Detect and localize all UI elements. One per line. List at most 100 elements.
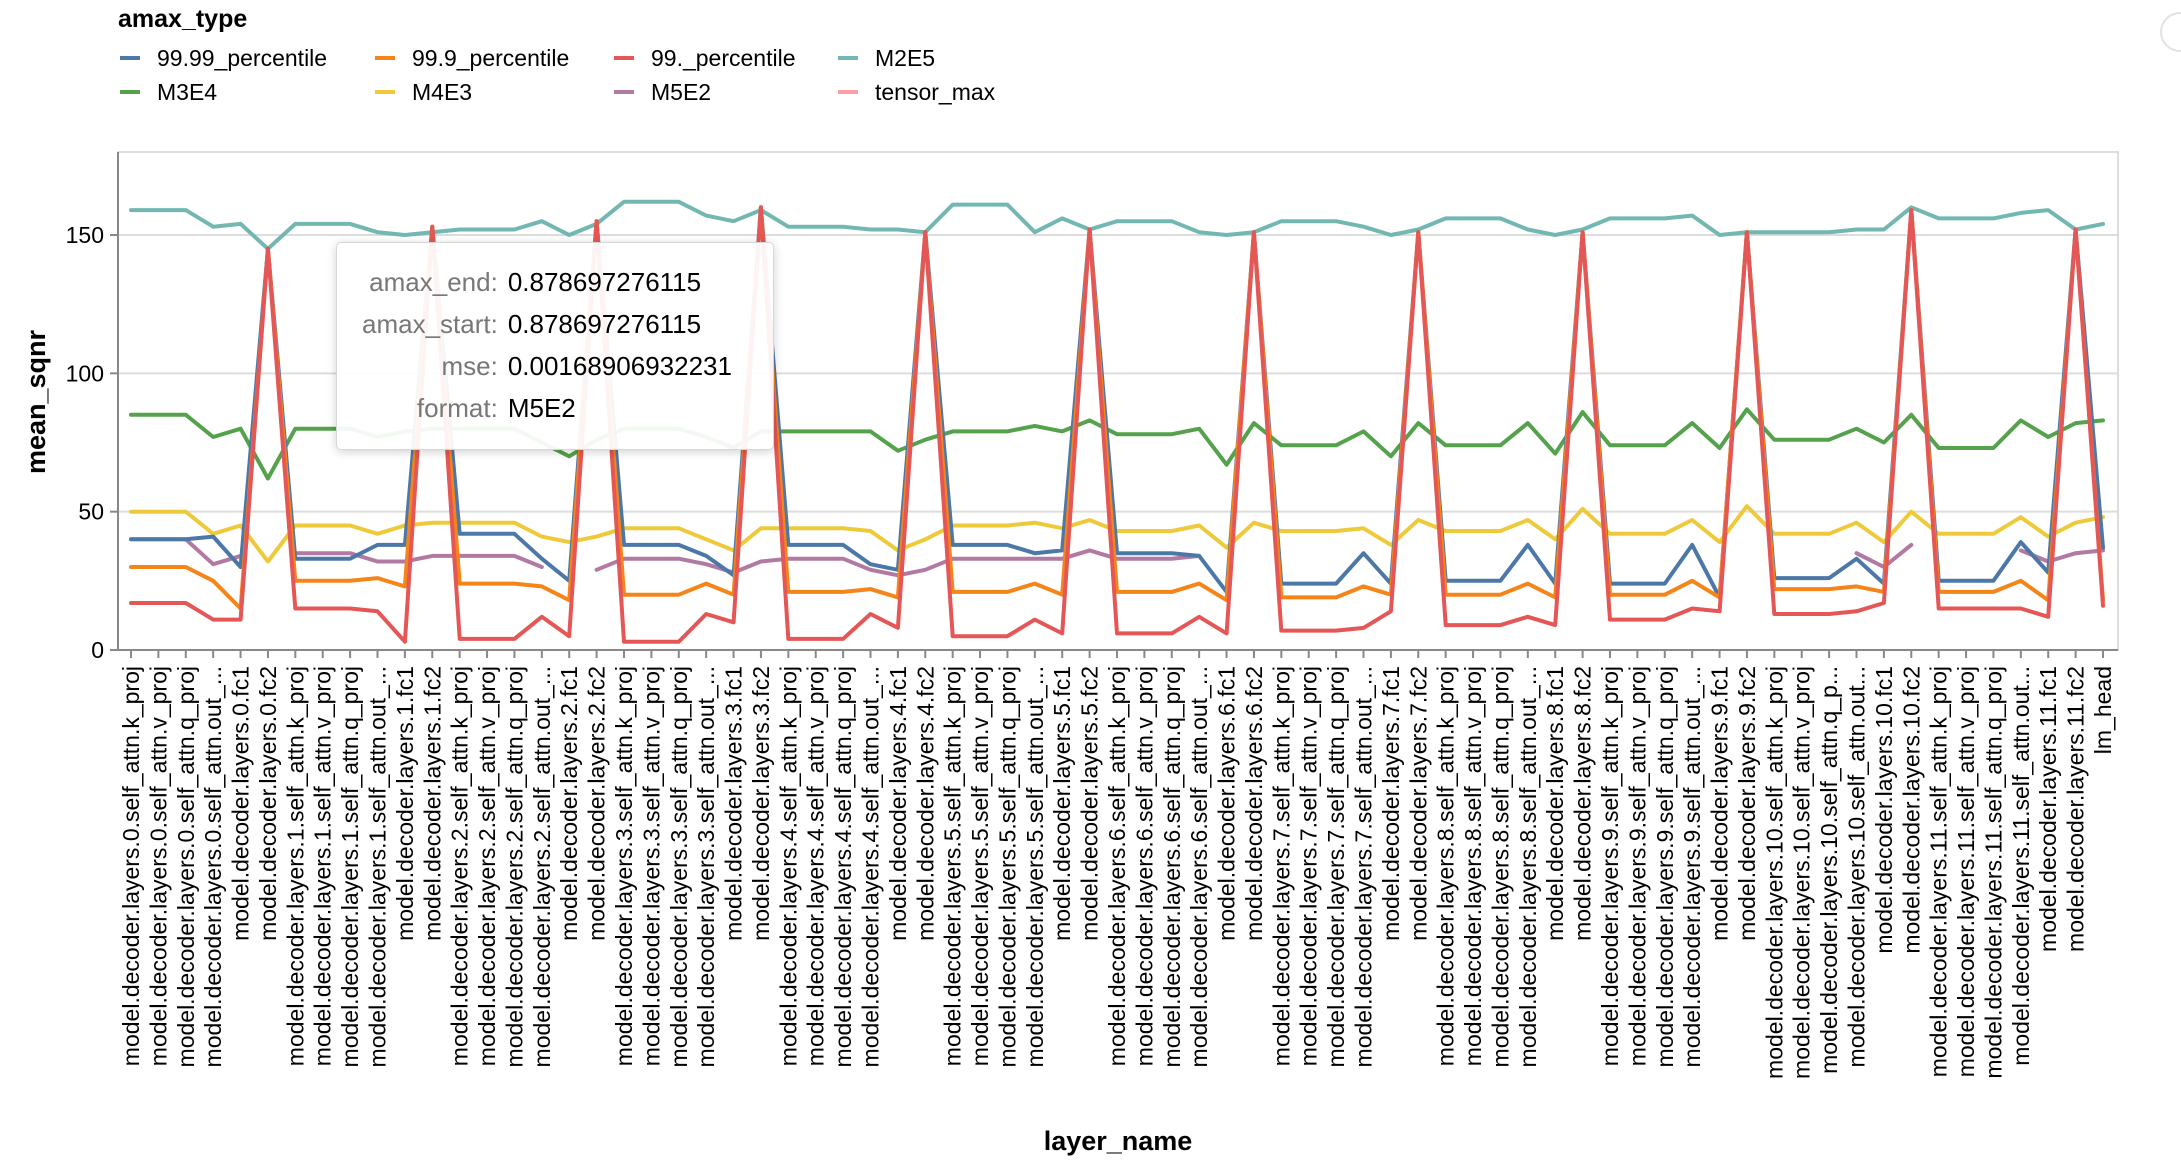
tooltip-key-mse: mse: (441, 351, 498, 381)
tooltip-value-format: M5E2 (507, 393, 576, 423)
y-tick-label: 0 (91, 637, 104, 663)
x-tick-label: model.decoder.layers.1.self_attn.v_proj (310, 666, 336, 1066)
x-tick-label: model.decoder.layers.8.self_attn.v_proj (1460, 666, 1486, 1066)
x-tick-label: model.decoder.layers.7.fc1 (1378, 666, 1404, 941)
x-tick-label: model.decoder.layers.6.self_attn.q_proj (1159, 666, 1185, 1067)
tooltip-value-amax-start: 0.878697276115 (507, 309, 702, 339)
x-tick-label: model.decoder.layers.7.self_attn.v_proj (1296, 666, 1322, 1066)
x-tick-label: model.decoder.layers.3.fc1 (721, 666, 747, 941)
x-tick-label: model.decoder.layers.8.fc2 (1570, 666, 1596, 941)
x-tick-label: model.decoder.layers.11.self_attn.out... (2008, 666, 2034, 1066)
legend-item[interactable]: M4E3 (375, 79, 472, 105)
series-line[interactable] (129, 205, 2105, 644)
legend-label: 99._percentile (651, 45, 796, 71)
x-tick-label: model.decoder.layers.1.self_attn.k_proj (282, 666, 308, 1066)
x-tick-label: model.decoder.layers.3.self_attn.q_proj (666, 666, 692, 1067)
x-tick-label: model.decoder.layers.1.self_attn.q_proj (337, 666, 363, 1067)
x-tick-label: model.decoder.layers.4.fc1 (885, 666, 911, 941)
x-axis-title: layer_name (1044, 1126, 1193, 1156)
x-tick-label: model.decoder.layers.0.fc2 (255, 666, 281, 941)
legend-label: 99.9_percentile (412, 45, 569, 71)
legend-label: M3E4 (157, 79, 217, 105)
x-tick-label: model.decoder.layers.11.self_attn.q_proj (1980, 666, 2006, 1079)
y-tick-label: 50 (78, 499, 104, 525)
x-tick-label: model.decoder.layers.5.fc1 (1049, 666, 1075, 941)
x-tick-label: model.decoder.layers.3.self_attn.v_proj (638, 666, 664, 1066)
x-tick-label: model.decoder.layers.2.fc2 (584, 666, 610, 941)
x-tick-label: model.decoder.layers.9.fc2 (1734, 666, 1760, 941)
x-tick-label: model.decoder.layers.10.self_attn.out... (1844, 666, 1870, 1067)
tooltip-key-format: format: (416, 393, 498, 423)
x-tick-label: model.decoder.layers.3.self_attn.k_proj (611, 666, 637, 1066)
x-tick-label: model.decoder.layers.5.self_attn.k_proj (940, 666, 966, 1066)
x-tick-label: model.decoder.layers.8.self_attn.k_proj (1433, 666, 1459, 1066)
legend-label: M5E2 (651, 79, 711, 105)
tooltip-key-amax-end: amax_end: (369, 267, 498, 297)
x-tick-label: model.decoder.layers.10.self_attn.v_proj (1789, 666, 1815, 1079)
x-tick-label: model.decoder.layers.4.self_attn.out_... (858, 666, 884, 1067)
x-tick-label: model.decoder.layers.7.self_attn.k_proj (1268, 666, 1294, 1066)
x-tick-label: model.decoder.layers.8.self_attn.q_proj (1487, 666, 1513, 1067)
x-tick-label: model.decoder.layers.5.self_attn.q_proj (994, 666, 1020, 1067)
x-tick-label: model.decoder.layers.11.fc1 (2035, 666, 2061, 952)
x-tick-label: model.decoder.layers.5.self_attn.v_proj (967, 666, 993, 1066)
legend-item[interactable]: 99.99_percentile (120, 45, 327, 71)
x-tick-label: lm_head (2090, 666, 2116, 754)
x-tick-label: model.decoder.layers.11.fc2 (2063, 666, 2089, 952)
x-tick-label: model.decoder.layers.2.self_attn.q_proj (501, 666, 527, 1067)
x-tick-label: model.decoder.layers.4.self_attn.k_proj (775, 666, 801, 1066)
x-tick-label: model.decoder.layers.11.self_attn.v_proj (1953, 666, 1979, 1077)
legend-item[interactable]: tensor_max (838, 79, 996, 105)
x-tick-label: model.decoder.layers.9.fc1 (1707, 666, 1733, 941)
x-tick-label: model.decoder.layers.6.fc2 (1241, 666, 1267, 941)
x-tick-label: model.decoder.layers.9.self_attn.q_proj (1652, 666, 1678, 1067)
tooltip-value-mse: 0.00168906932231 (507, 351, 732, 381)
x-tick-label: model.decoder.layers.2.fc1 (556, 666, 582, 941)
series-line[interactable] (129, 199, 2105, 251)
series-line[interactable] (129, 537, 243, 567)
x-tick-label: model.decoder.layers.0.self_attn.k_proj (118, 666, 144, 1066)
x-tick-label: model.decoder.layers.2.self_attn.out_... (529, 666, 555, 1067)
series-99._percentile (129, 205, 2105, 644)
x-tick-label: model.decoder.layers.5.self_attn.out_... (1022, 666, 1048, 1067)
x-tick-label: model.decoder.layers.1.self_attn.out_... (365, 666, 391, 1067)
x-tick-label: model.decoder.layers.4.fc2 (912, 666, 938, 941)
legend-item[interactable]: 99.9_percentile (375, 45, 569, 71)
x-tick-label: model.decoder.layers.4.self_attn.v_proj (803, 666, 829, 1066)
x-tick-label: model.decoder.layers.2.self_attn.v_proj (474, 666, 500, 1066)
legend-item[interactable]: M3E4 (120, 79, 217, 105)
x-tick-label: model.decoder.layers.1.fc1 (392, 666, 418, 941)
x-tick-label: model.decoder.layers.3.self_attn.out_... (693, 666, 719, 1067)
x-tick-label: model.decoder.layers.8.self_attn.out_... (1515, 666, 1541, 1067)
legend-item[interactable]: M5E2 (614, 79, 711, 105)
x-tick-label: model.decoder.layers.9.self_attn.k_proj (1597, 666, 1623, 1066)
x-tick-label: model.decoder.layers.10.self_attn.q_p... (1816, 666, 1842, 1074)
x-tick-label: model.decoder.layers.0.self_attn.v_proj (145, 666, 171, 1066)
x-tick-label: model.decoder.layers.9.self_attn.v_proj (1624, 666, 1650, 1066)
legend-label: 99.99_percentile (157, 45, 327, 71)
x-tick-label: model.decoder.layers.11.self_attn.k_proj (1926, 666, 1952, 1077)
x-tick-label: model.decoder.layers.6.self_attn.out_... (1186, 666, 1212, 1067)
legend-label: tensor_max (875, 79, 996, 105)
legend-label: M2E5 (875, 45, 935, 71)
tooltip: amax_end: 0.878697276115 amax_start: 0.878… (336, 242, 774, 450)
legend: amax_type 99.99_percentile 99.9_percentil… (118, 5, 996, 105)
x-tick-label: model.decoder.layers.0.fc1 (228, 666, 254, 941)
x-tick-label: model.decoder.layers.7.self_attn.q_proj (1323, 666, 1349, 1067)
x-tick-label: model.decoder.layers.6.self_attn.v_proj (1131, 666, 1157, 1066)
series-line[interactable] (293, 551, 544, 569)
x-tick-label: model.decoder.layers.7.self_attn.out_... (1351, 666, 1377, 1067)
x-tick-label: model.decoder.layers.10.fc2 (1898, 666, 1924, 954)
x-tick-label: model.decoder.layers.3.fc2 (748, 666, 774, 941)
x-tick-label: model.decoder.layers.10.self_attn.k_proj (1761, 666, 1787, 1079)
x-tick-label: model.decoder.layers.10.fc1 (1871, 666, 1897, 954)
x-tick-label: model.decoder.layers.7.fc2 (1405, 666, 1431, 941)
legend-item[interactable]: 99._percentile (614, 45, 796, 71)
tooltip-key-amax-start: amax_start: (362, 309, 498, 339)
series-M2E5 (129, 199, 2105, 251)
x-tick-label: model.decoder.layers.2.self_attn.k_proj (447, 666, 473, 1066)
x-tick-label: model.decoder.layers.1.fc2 (419, 666, 445, 941)
legend-item[interactable]: M2E5 (838, 45, 935, 71)
y-axis-title: mean_sqnr (21, 329, 51, 474)
